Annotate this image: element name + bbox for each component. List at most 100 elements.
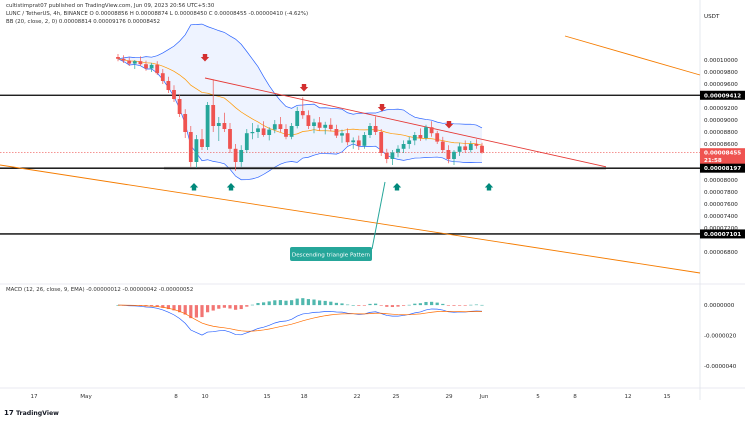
candle-body — [244, 133, 249, 150]
time-tick-label: 17 — [30, 394, 38, 400]
macd-histogram-bar — [396, 305, 400, 307]
macd-histogram-bar — [183, 305, 187, 315]
candle-body — [306, 115, 311, 126]
upper-channel-trendline — [564, 35, 701, 76]
annotation-pointer — [371, 181, 386, 250]
price-tick-label: 0.00010000 — [704, 58, 738, 64]
time-tick-label: 8 — [174, 394, 178, 400]
candle-body — [216, 123, 221, 126]
candle-body — [155, 64, 160, 74]
time-tick-label: 12 — [624, 394, 631, 400]
price-tick-label: 0.00009000 — [704, 118, 738, 124]
macd-histogram-bar — [166, 305, 170, 310]
time-tick-label: May — [80, 394, 92, 400]
macd-histogram-bar — [217, 305, 221, 309]
green-up-arrow — [189, 183, 199, 191]
macd-histogram-bar — [334, 302, 338, 306]
macd-histogram-bar — [306, 299, 310, 306]
candle-body — [194, 139, 199, 162]
candle-body — [149, 64, 154, 69]
tradingview-logo-text: TradingView — [16, 410, 59, 417]
candle-body — [127, 60, 132, 64]
bb-basis-line — [117, 58, 483, 146]
macd-histogram-bar — [250, 304, 254, 306]
last-price-badge-time: 21:58 — [704, 158, 722, 164]
candle-body — [239, 150, 244, 162]
resistance-price-badge-bg — [700, 90, 745, 100]
horizontal-levels — [0, 94, 700, 235]
candle-body — [373, 126, 378, 132]
descending-resistance-trendline — [204, 77, 607, 168]
price-axis: 0.00010000 0.00009800 0.00009600 0.00009200… — [700, 58, 745, 256]
price-tick-label: 0.00009200 — [704, 106, 738, 112]
candle-body — [278, 124, 283, 129]
price-tick-label: 0.00008800 — [704, 130, 738, 136]
macd-histogram-bar — [346, 304, 350, 306]
lower-price-badge: 0.00007101 — [704, 232, 741, 238]
candle-body — [463, 146, 468, 150]
price-tick-label: 0.00009800 — [704, 70, 738, 76]
candle-body — [468, 144, 473, 150]
candle-body — [396, 148, 400, 153]
macd-histogram-bar — [435, 302, 439, 306]
macd-histogram-bar — [452, 305, 456, 306]
macd-histogram-bar — [290, 300, 294, 306]
macd-histogram-bar — [390, 305, 394, 308]
macd-histogram-bar — [480, 304, 484, 306]
macd-histogram-bar — [284, 300, 288, 306]
macd-histogram-bar — [267, 301, 271, 306]
candle-body — [424, 127, 428, 138]
candle-body — [323, 124, 328, 128]
macd-histogram-bar — [228, 305, 232, 309]
candle-body — [222, 123, 227, 129]
candle-body — [250, 132, 255, 134]
candle-body — [205, 105, 210, 147]
candle-body — [138, 61, 143, 65]
time-tick-label: 25 — [392, 394, 400, 400]
macd-histogram-bar — [256, 302, 260, 306]
time-tick-label: 15 — [263, 394, 271, 400]
candle-body — [188, 132, 193, 162]
candle-body — [183, 114, 188, 132]
price-tick-label: 0.00008000 — [704, 178, 738, 184]
macd-histogram-bar — [194, 305, 198, 318]
macd-histogram-bar — [407, 304, 411, 306]
macd-histogram-bar — [430, 301, 434, 306]
macd-pane: 0.0000000 -0.0000020 -0.0000040 — [116, 298, 737, 370]
macd-histogram-bar — [402, 305, 406, 306]
support-price-badge-bg — [700, 163, 745, 173]
price-tick-label: 0.00007800 — [704, 190, 738, 196]
candle-body — [351, 140, 356, 143]
candle-body — [345, 133, 350, 143]
candle-body — [289, 126, 294, 137]
macd-histogram-bar — [273, 300, 277, 306]
credits-text: cultistimprat07 published on TradingView… — [6, 3, 215, 9]
time-axis: 17 May 8 10 15 18 22 25 29 Jun 5 8 12 15 — [30, 394, 671, 400]
macd-histogram-bar — [161, 305, 165, 308]
macd-histogram-bar — [222, 305, 226, 308]
bb-legend: BB (20, close, 2, 0) 0.00008814 0.000091… — [6, 19, 160, 25]
candle-body — [334, 129, 339, 136]
candle-body — [284, 129, 288, 137]
candle-body — [418, 135, 423, 138]
candle-body — [440, 141, 445, 150]
macd-histogram-bar — [368, 303, 372, 306]
candle-body — [407, 140, 412, 144]
macd-line — [117, 304, 483, 336]
macd-histogram-bar — [200, 305, 204, 318]
candle-body — [211, 105, 216, 126]
time-tick-label: 22 — [353, 394, 360, 400]
red-down-arrow — [299, 84, 309, 92]
macd-histogram-bar — [424, 301, 428, 306]
candle-body — [172, 90, 176, 99]
candle-body — [261, 128, 266, 135]
macd-histogram-bar — [379, 305, 383, 306]
time-tick-label: 8 — [573, 394, 577, 400]
bb-band-fill — [118, 24, 482, 180]
macd-histogram-bar — [374, 303, 378, 306]
macd-histogram-bar — [234, 305, 238, 310]
price-tick-label: 0.00007600 — [704, 202, 738, 208]
currency-label: USDT — [704, 14, 720, 20]
macd-histogram-bar — [357, 305, 361, 306]
